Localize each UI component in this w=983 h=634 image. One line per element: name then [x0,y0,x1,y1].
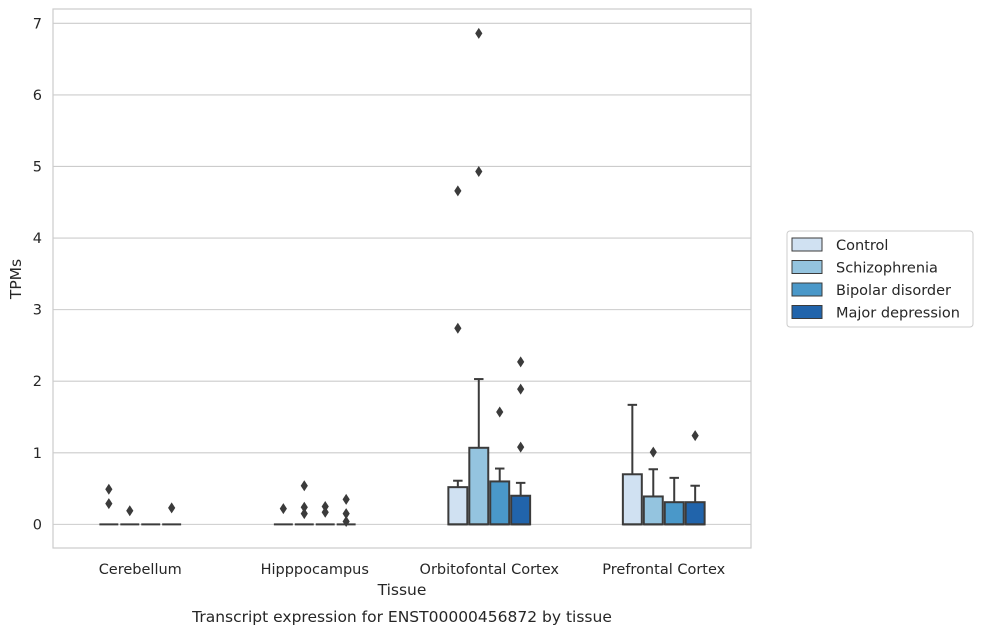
outlier-point [342,516,350,528]
legend-label: Bipolar disorder [836,283,951,299]
box-rect [468,446,490,526]
grid-layer [53,22,751,525]
outlier-point [105,483,113,495]
box-group [273,503,293,526]
outlier-point [342,508,350,520]
outlier-point [300,480,308,492]
box-rect [642,495,664,526]
outlier-point [496,406,504,418]
legend-swatch [791,237,823,252]
box-group [510,356,532,526]
y-tick-label: 5 [33,159,42,175]
box-group [447,185,469,526]
box-group [294,480,314,526]
box-group [315,500,335,526]
outlier-point [126,505,134,517]
legend-label: Major depression [836,306,960,322]
legend-label: Control [836,238,888,254]
y-tick-label: 2 [33,374,42,390]
box-rect [663,501,685,526]
box-group [663,476,685,526]
box-rect [489,480,511,526]
outlier-point [517,383,525,395]
box-group [468,27,490,526]
outlier-point [300,508,308,520]
outlier-point [691,430,699,442]
box-rect [621,473,643,526]
legend-label: Schizophrenia [836,261,938,277]
outlier-point [475,27,483,39]
outlier-point [105,498,113,510]
x-axis-title: Tissue [377,581,427,599]
x-tick-label: Cerebellum [99,562,182,578]
y-tick-label: 3 [33,303,42,319]
outlier-point [475,165,483,177]
legend-items: Control Schizophrenia Bipolar disorder Majo… [791,237,960,322]
box-rect [510,494,532,526]
y-tick-labels: 0 1 2 3 4 5 6 7 [33,16,42,533]
outlier-point [168,502,176,514]
outlier-point [321,500,329,512]
box-group [684,430,706,526]
y-tick-label: 4 [33,231,42,247]
outlier-point [454,185,462,197]
y-axis-title: TPMs [7,259,25,300]
box-group [162,502,182,526]
x-tick-label: Prefrontal Cortex [602,562,725,578]
outlier-point [279,503,287,515]
outlier-point [517,441,525,453]
outlier-point [300,501,308,513]
box-group [120,505,140,526]
box-rect [447,486,469,526]
outlier-point [517,356,525,368]
y-tick-label: 1 [33,446,42,462]
box-group [336,493,356,528]
box-group [642,446,664,526]
legend-swatch [791,282,823,297]
y-tick-label: 0 [33,517,42,533]
legend-frame [786,230,974,328]
box-group [99,483,119,526]
box-group [489,406,511,526]
box-rect [684,501,706,526]
outlier-point [454,322,462,334]
y-tick-label: 6 [33,88,42,104]
box-group [621,403,643,526]
legend: Control Schizophrenia Bipolar disorder Majo… [786,230,974,328]
legend-swatch [791,305,823,319]
box-layer [99,27,706,528]
outlier-point [321,506,329,518]
x-tick-label: Hipppocampus [261,562,369,578]
plot-frame [52,8,752,549]
outlier-point [649,446,657,458]
x-tick-label: Orbitofontal Cortex [420,562,560,578]
legend-swatch [791,260,823,274]
outlier-point [342,493,350,505]
chart-caption: Transcript expression for ENST0000045687… [191,608,612,626]
x-tick-labels: Cerebellum Hipppocampus Orbitofontal Corte… [99,562,726,578]
y-tick-label: 7 [33,16,42,32]
